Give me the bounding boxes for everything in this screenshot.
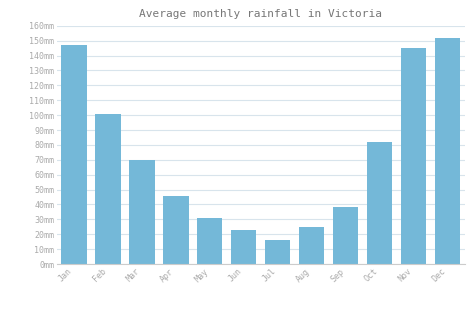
Bar bbox=[163, 195, 189, 264]
Bar bbox=[401, 48, 426, 264]
Bar bbox=[333, 207, 358, 264]
Bar bbox=[231, 230, 256, 264]
Bar bbox=[61, 45, 87, 264]
Bar bbox=[95, 114, 120, 264]
Bar bbox=[129, 160, 155, 264]
Bar bbox=[299, 227, 324, 264]
Bar bbox=[435, 38, 460, 264]
Bar bbox=[197, 218, 222, 264]
Bar bbox=[367, 142, 392, 264]
Bar bbox=[265, 240, 291, 264]
Title: Average monthly rainfall in Victoria: Average monthly rainfall in Victoria bbox=[139, 9, 382, 19]
